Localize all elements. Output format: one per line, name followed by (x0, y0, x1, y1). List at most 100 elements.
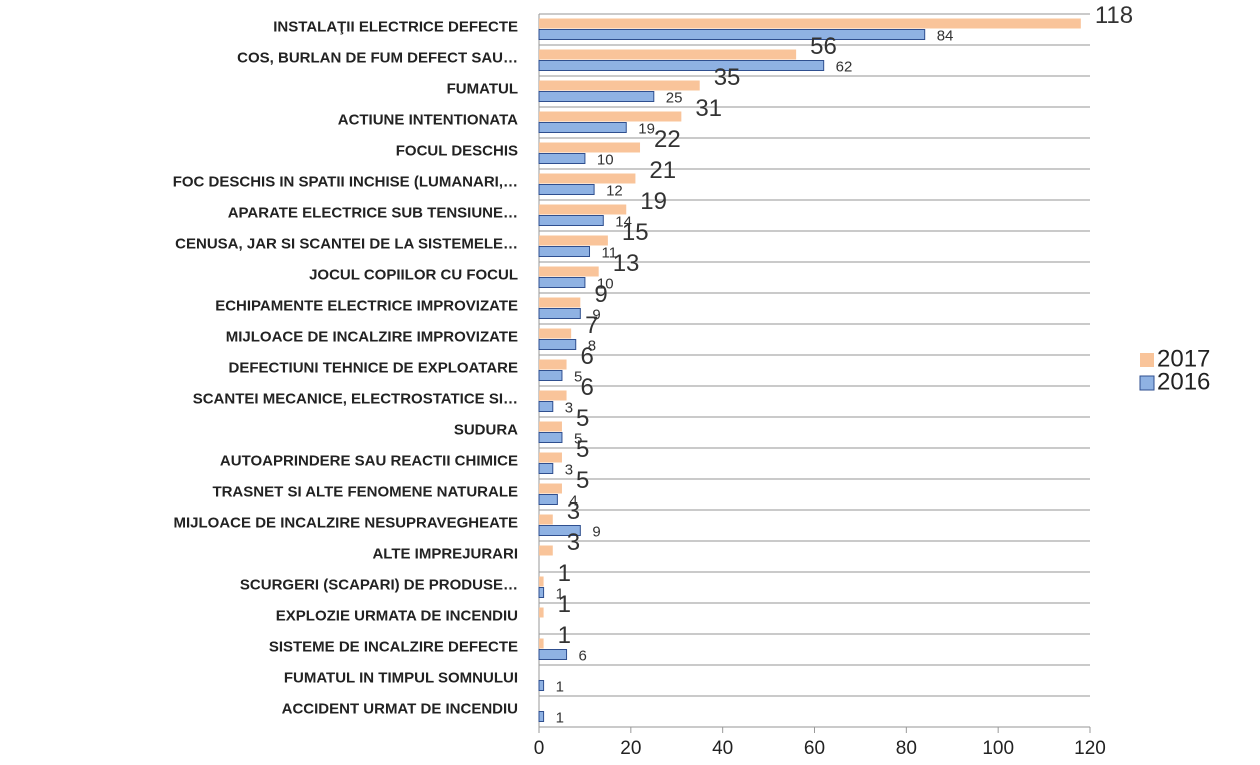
x-tick-label: 0 (534, 738, 545, 759)
data-label: 9 (592, 523, 600, 540)
data-label: 62 (836, 58, 853, 75)
bar (538, 494, 558, 505)
category-label: AUTOAPRINDERE SAU REACTII CHIMICE (220, 452, 518, 469)
bar (539, 297, 581, 308)
data-label: 5 (576, 436, 589, 463)
legend-swatch (1140, 353, 1154, 367)
bar (539, 638, 544, 649)
data-label: 9 (592, 306, 600, 323)
bar (538, 122, 627, 133)
legend-label: 2016 (1157, 368, 1210, 395)
category-label: EXPLOZIE URMATA DE INCENDIU (276, 607, 518, 624)
bar (539, 173, 636, 184)
data-label: 8 (588, 337, 596, 354)
category-label: INSTALAŢII ELECTRICE DEFECTE (273, 18, 518, 35)
category-label: SISTEME DE INCALZIRE DEFECTE (269, 638, 518, 655)
data-label: 21 (649, 157, 676, 184)
bar (539, 390, 567, 401)
data-label: 1 (556, 585, 564, 602)
bar (539, 359, 567, 370)
data-label: 25 (666, 89, 683, 106)
data-label: 1 (558, 560, 571, 587)
bar (539, 18, 1081, 29)
category-label: FOCUL DESCHIS (396, 142, 518, 159)
data-label: 22 (654, 126, 681, 153)
bar (539, 514, 553, 525)
data-label: 19 (640, 188, 667, 215)
x-tick-label: 40 (712, 738, 733, 759)
data-label: 5 (576, 405, 589, 432)
category-label: ALTE IMPREJURARI (372, 545, 518, 562)
bar (539, 421, 562, 432)
bar (538, 91, 655, 102)
data-label: 5 (576, 467, 589, 494)
bar (538, 246, 591, 257)
bar (538, 711, 545, 722)
category-label: JOCUL COPIILOR CU FOCUL (309, 266, 518, 283)
data-label: 31 (695, 95, 722, 122)
data-label: 5 (574, 430, 582, 447)
bar (539, 111, 682, 122)
data-label: 14 (615, 213, 632, 230)
bar (538, 308, 581, 319)
bar (538, 60, 825, 71)
category-label: SCURGERI (SCAPARI) DE PRODUSE… (240, 576, 518, 593)
data-label: 56 (810, 33, 837, 60)
bar (538, 184, 595, 195)
bar (539, 576, 544, 587)
data-label: 1 (558, 591, 571, 618)
bar (538, 153, 586, 164)
bar (538, 432, 563, 443)
bar (538, 370, 563, 381)
data-label: 10 (597, 275, 614, 292)
bar (538, 463, 554, 474)
category-label: APARATE ELECTRICE SUB TENSIUNE… (228, 204, 518, 221)
category-label: MIJLOACE DE INCALZIRE IMPROVIZATE (226, 328, 518, 345)
bar (538, 680, 545, 691)
bar (538, 277, 586, 288)
data-label: 12 (606, 182, 623, 199)
data-label: 11 (602, 244, 618, 261)
data-label: 9 (594, 281, 607, 308)
data-label: 84 (937, 27, 954, 44)
data-label: 6 (579, 647, 587, 664)
data-label: 6 (581, 343, 594, 370)
data-label: 7 (585, 312, 598, 339)
bar (539, 452, 562, 463)
data-label: 3 (567, 498, 580, 525)
bar (539, 328, 572, 339)
category-label: SUDURA (454, 421, 518, 438)
category-label: FUMATUL (447, 80, 518, 97)
bar (539, 483, 562, 494)
bar (539, 80, 700, 91)
category-label: SCANTEI MECANICE, ELECTROSTATICE SI… (193, 390, 518, 407)
category-label: MIJLOACE DE INCALZIRE NESUPRAVEGHEATE (174, 514, 518, 531)
bar (539, 142, 641, 153)
data-label: 15 (622, 219, 649, 246)
bar (539, 49, 797, 60)
category-label: CENUSA, JAR SI SCANTEI DE LA SISTEMELE… (175, 235, 518, 252)
x-tick-label: 20 (620, 738, 641, 759)
data-label: 4 (569, 492, 577, 509)
bar (538, 29, 926, 40)
data-label: 3 (565, 461, 573, 478)
x-tick-label: 60 (804, 738, 825, 759)
bar (539, 545, 553, 556)
category-label: FOC DESCHIS IN SPATII INCHISE (LUMANARI,… (173, 173, 518, 190)
x-tick-label: 120 (1074, 738, 1106, 759)
legend-swatch (1139, 375, 1155, 391)
bar (538, 339, 577, 350)
category-label: FUMATUL IN TIMPUL SOMNULUI (284, 669, 518, 686)
x-tick-label: 100 (982, 738, 1014, 759)
category-label: COS, BURLAN DE FUM DEFECT SAU… (237, 49, 518, 66)
category-label: TRASNET SI ALTE FENOMENE NATURALE (212, 483, 518, 500)
data-label: 1 (558, 622, 571, 649)
bar (538, 649, 568, 660)
category-label: ACCIDENT URMAT DE INCENDIU (282, 700, 518, 717)
data-label: 19 (638, 120, 655, 137)
bar (539, 266, 599, 277)
bar (539, 204, 627, 215)
x-tick-label: 80 (896, 738, 917, 759)
bar (539, 607, 544, 618)
